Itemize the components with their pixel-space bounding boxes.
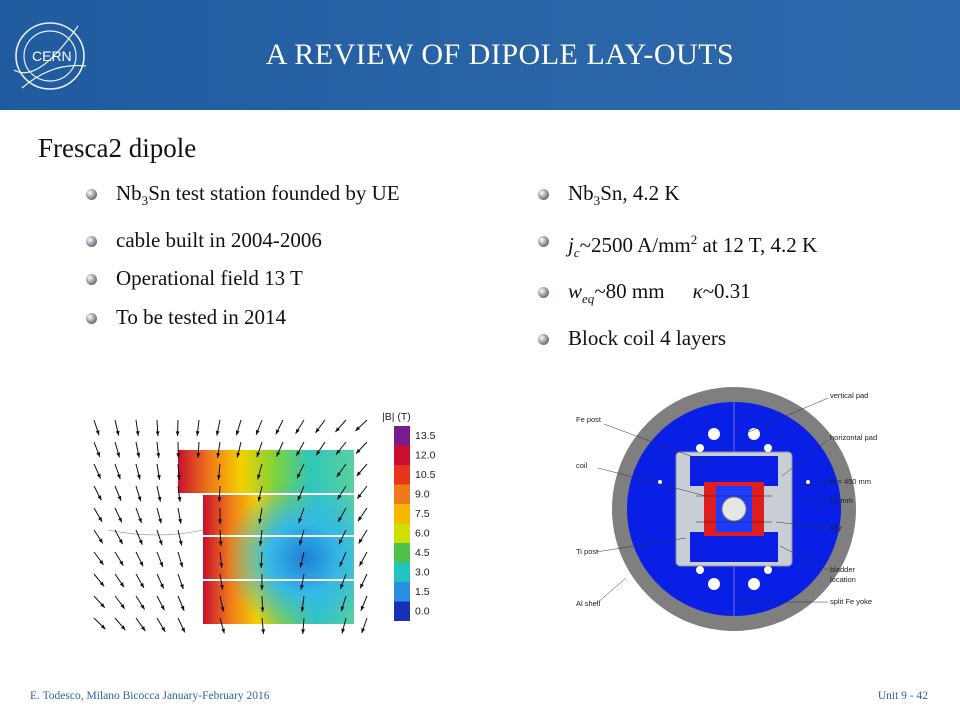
- label-radius: R = 450 mm: [830, 477, 871, 486]
- colorbar: |B| (T) 13.5 12.0 10.5 9.0 7.5 6.0 4.5 3.0 1.5 0.…: [382, 411, 436, 621]
- colorbar-swatch: [394, 465, 410, 485]
- label-key: key: [830, 523, 842, 532]
- header-bar: CERN A REVIEW OF DIPOLE LAY-OUTS: [0, 0, 960, 110]
- colorbar-tick-label: 4.5: [415, 547, 430, 559]
- colorbar-tick-label: 3.0: [415, 567, 430, 579]
- colorbar-swatch: [394, 523, 410, 543]
- bullet-icon: [86, 189, 97, 200]
- label-bladder-location: location: [830, 575, 856, 584]
- cross-section-drawing: [612, 387, 856, 631]
- bullet-icon: [86, 312, 97, 324]
- label-thickness: 65 mm: [830, 496, 853, 505]
- section-title: Fresca2 dipole: [38, 133, 197, 163]
- field-map-area: [107, 450, 354, 624]
- colorbar-swatch: [394, 543, 410, 563]
- colorbar-tick-label: 6.0: [415, 528, 430, 540]
- right-bullet-1: Nb3Sn, 4.2 K: [538, 174, 817, 221]
- colorbar-tick-label: 1.5: [415, 586, 430, 598]
- colorbar-tick-label: 13.5: [415, 430, 436, 442]
- colorbar-tick-label: 0.0: [415, 606, 430, 618]
- label-horizontal-pad: horizontal pad: [830, 433, 877, 442]
- colorbar-swatch: [394, 445, 410, 465]
- label-fe-post: Fe post: [576, 415, 602, 424]
- colorbar-swatch: [394, 426, 410, 446]
- colorbar-tick-label: 12.0: [415, 450, 436, 462]
- right-bullet-2: jc~2500 A/mm2 at 12 T, 4.2 K: [538, 221, 817, 273]
- label-coil: coil: [576, 461, 588, 470]
- footer-page: Unit 9 - 42: [877, 690, 928, 702]
- left-bullet-3: Operational field 13 T: [86, 259, 400, 298]
- bullet-icon: [538, 235, 549, 247]
- left-bullet-2: cable built in 2004-2006: [86, 221, 400, 260]
- left-bullet-1: Nb3Sn test station founded by UE: [86, 174, 400, 221]
- left-bullet-4: To be tested in 2014: [86, 298, 400, 337]
- bullet-icon: [86, 274, 97, 286]
- bullet-icon: [538, 287, 549, 299]
- colorbar-tick-label: 10.5: [415, 469, 436, 481]
- right-bullet-3: weq~80 mm κ~0.31: [538, 272, 817, 319]
- right-bullet-4: Block coil 4 layers: [538, 319, 817, 358]
- colorbar-swatch: [394, 582, 410, 602]
- colorbar-swatch: [394, 562, 410, 582]
- label-bladder: bladder: [830, 565, 856, 574]
- magnet-cross-section: vertical pad Fe post horizontal pad coil…: [576, 387, 877, 631]
- field-arrows: [93, 419, 368, 634]
- field-map-figure: |B| (T) 13.5 12.0 10.5 9.0 7.5 6.0 4.5 3.0 1.5 0.…: [93, 411, 436, 634]
- colorbar-title: |B| (T): [382, 411, 411, 423]
- logo-text: CERN: [32, 48, 72, 64]
- label-split-yoke: split Fe yoke: [830, 597, 872, 606]
- colorbar-tick-label: 7.5: [415, 508, 430, 520]
- right-bullet-list: Nb3Sn, 4.2 K jc~2500 A/mm2 at 12 T, 4.2 …: [538, 174, 817, 358]
- label-al-shell: Al shell: [576, 599, 601, 608]
- bullet-icon: [538, 334, 549, 346]
- colorbar-swatch: [394, 484, 410, 504]
- callout-lines: [595, 397, 829, 605]
- label-ti-post: Ti post: [576, 547, 599, 556]
- colorbar-swatch: [394, 504, 410, 524]
- left-bullet-list: Nb3Sn test station founded by UE cable b…: [86, 174, 400, 336]
- colorbar-swatch: [394, 601, 410, 621]
- footer-author: E. Todesco, Milano Bicocca January-Febru…: [30, 690, 270, 702]
- label-vertical-pad: vertical pad: [830, 391, 868, 400]
- cern-logo: CERN: [13, 22, 87, 90]
- colorbar-tick-label: 9.0: [415, 489, 430, 501]
- slide-title: A REVIEW OF DIPOLE LAY-OUTS: [265, 38, 735, 71]
- bullet-icon: [538, 189, 549, 200]
- bullet-icon: [86, 235, 97, 247]
